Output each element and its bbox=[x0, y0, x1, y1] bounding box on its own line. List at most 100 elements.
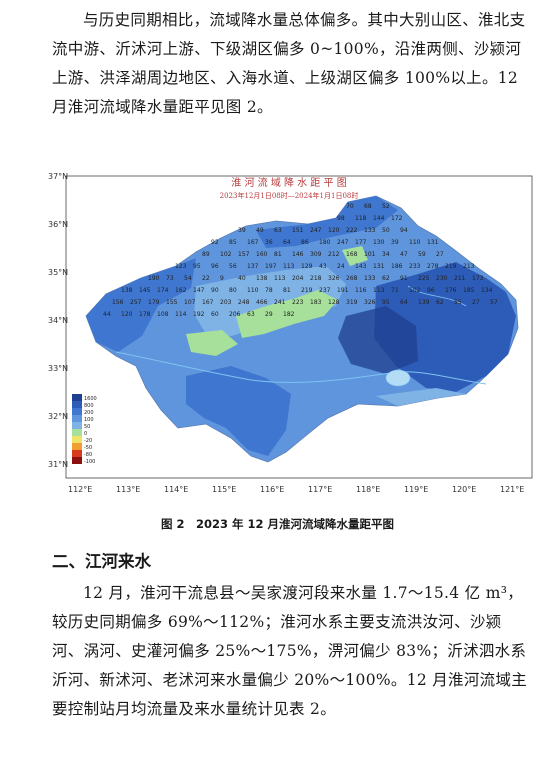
lat-label: 31°N bbox=[48, 460, 68, 469]
anomaly-region-core bbox=[338, 306, 418, 374]
legend-swatch bbox=[72, 401, 82, 408]
station-value: 212 bbox=[328, 251, 340, 258]
station-value: 113 bbox=[373, 287, 385, 294]
legend-swatch bbox=[72, 422, 82, 429]
main-river bbox=[115, 351, 487, 385]
station-value: 54 bbox=[184, 275, 192, 282]
legend-swatch bbox=[72, 443, 82, 450]
station-value: 128 bbox=[328, 299, 340, 306]
station-value: 85 bbox=[229, 239, 237, 246]
legend-label: -50 bbox=[84, 445, 92, 451]
station-value: 204 bbox=[292, 275, 304, 282]
station-value: 64 bbox=[400, 299, 408, 306]
station-value: 101 bbox=[364, 251, 376, 258]
station-value: 47 bbox=[400, 251, 408, 258]
station-value: 133 bbox=[364, 275, 376, 282]
station-value: 27 bbox=[436, 251, 444, 258]
inflow-paragraph: 12 月，淮河干流息县～吴家渡河段来水量 1.7～15.4 亿 m³，较历史同期… bbox=[52, 584, 528, 718]
station-value: 178 bbox=[139, 311, 151, 318]
legend-label: 800 bbox=[84, 403, 94, 409]
section-heading: 二、江河来水 bbox=[52, 552, 151, 571]
station-value: 98 bbox=[337, 215, 345, 222]
station-value: 89 bbox=[202, 251, 210, 258]
station-value: 174 bbox=[157, 287, 169, 294]
lon-label: 112°E bbox=[68, 485, 92, 494]
station-value: 24 bbox=[337, 263, 345, 270]
station-value: 90 bbox=[211, 287, 219, 294]
station-value: 138 bbox=[256, 275, 268, 282]
station-value: 466 bbox=[256, 299, 268, 306]
intro-paragraph: 与历史同期相比，流域降水量总体偏多。其中大别山区、淮北支流中游、沂沭河上游、下级… bbox=[52, 11, 526, 116]
station-value: 319 bbox=[346, 299, 358, 306]
station-value: 143 bbox=[355, 263, 367, 270]
lon-label: 113°E bbox=[116, 485, 140, 494]
station-value: 116 bbox=[355, 287, 367, 294]
station-value: 113 bbox=[274, 275, 286, 282]
station-value: 309 bbox=[310, 251, 322, 258]
station-value: 247 bbox=[337, 239, 349, 246]
station-value: 55 bbox=[454, 299, 462, 306]
station-value: 29 bbox=[265, 311, 273, 318]
lon-label: 119°E bbox=[404, 485, 428, 494]
station-value: 120 bbox=[328, 227, 340, 234]
station-value: 96 bbox=[211, 263, 219, 270]
lat-label: 36°N bbox=[48, 220, 68, 229]
station-value: 247 bbox=[310, 227, 322, 234]
lat-label: 33°N bbox=[48, 364, 68, 373]
station-value: 118 bbox=[355, 215, 367, 222]
station-value: 134 bbox=[481, 287, 493, 294]
station-value: 57 bbox=[490, 299, 498, 306]
station-value: 22 bbox=[202, 275, 210, 282]
station-value: 39 bbox=[238, 227, 246, 234]
lat-label: 35°N bbox=[48, 268, 68, 277]
anomaly-region-south bbox=[186, 366, 291, 456]
station-value: 137 bbox=[247, 263, 259, 270]
station-value: 56 bbox=[229, 263, 237, 270]
station-value: 191 bbox=[337, 287, 349, 294]
station-value: 62 bbox=[382, 275, 390, 282]
legend-label: 50 bbox=[84, 424, 90, 430]
station-value: 39 bbox=[391, 239, 399, 246]
station-value: 223 bbox=[292, 299, 304, 306]
station-value: 146 bbox=[292, 251, 304, 258]
lat-label: 32°N bbox=[48, 412, 68, 421]
station-value: 190 bbox=[148, 275, 160, 282]
station-value: 144 bbox=[373, 215, 385, 222]
station-value: 218 bbox=[310, 275, 322, 282]
station-value: 110 bbox=[247, 287, 259, 294]
station-value: 203 bbox=[220, 299, 232, 306]
station-value: 80 bbox=[229, 287, 237, 294]
legend-swatch bbox=[72, 429, 82, 436]
station-value: 139 bbox=[418, 299, 430, 306]
station-value: 123 bbox=[175, 263, 187, 270]
station-value: 225 bbox=[418, 275, 430, 282]
station-value: 64 bbox=[283, 239, 291, 246]
map-title: 淮 河 流 域 降 水 距 平 图 bbox=[231, 176, 346, 189]
precipitation-anomaly-map: 淮 河 流 域 降 水 距 平 图 2023年12月1日08时—2024年1月1… bbox=[46, 166, 542, 504]
station-value: 62 bbox=[436, 299, 444, 306]
station-value: 155 bbox=[166, 299, 178, 306]
station-value: 44 bbox=[103, 311, 111, 318]
station-value: 34 bbox=[382, 251, 390, 258]
station-values: 70 68 52 98 118 144 172 39 49 63 151 247 120 222 133 50… bbox=[103, 203, 498, 318]
station-value: 52 bbox=[382, 203, 390, 210]
station-value: 27 bbox=[472, 299, 480, 306]
figure-caption: 图 2 2023 年 12 月淮河流域降水量距平图 bbox=[160, 517, 395, 531]
station-value: 185 bbox=[463, 287, 475, 294]
station-value: 63 bbox=[247, 311, 255, 318]
station-value: 162 bbox=[175, 287, 187, 294]
legend-swatch bbox=[72, 408, 82, 415]
station-value: 222 bbox=[346, 227, 358, 234]
station-value: 9 bbox=[220, 275, 224, 282]
station-value: 183 bbox=[310, 299, 322, 306]
station-value: 180 bbox=[319, 239, 331, 246]
station-value: 114 bbox=[175, 311, 187, 318]
station-value: 43 bbox=[319, 263, 327, 270]
station-value: 59 bbox=[418, 251, 426, 258]
anomaly-region-north bbox=[256, 196, 398, 248]
station-value: 157 bbox=[238, 251, 250, 258]
station-value: 156 bbox=[112, 299, 124, 306]
station-value: 81 bbox=[274, 251, 282, 258]
station-value: 176 bbox=[445, 287, 457, 294]
